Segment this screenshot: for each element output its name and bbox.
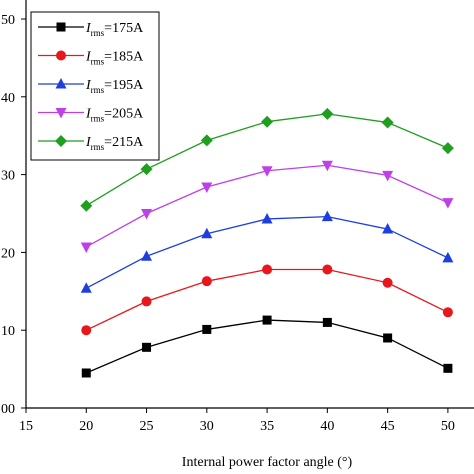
data-point-series-2 <box>141 296 152 307</box>
legend-entry: Irms=205A <box>85 107 144 124</box>
data-point-series-3 <box>201 227 213 239</box>
legend-entry: Irms=175A <box>85 21 144 38</box>
data-point-series-2 <box>322 264 333 275</box>
data-point-series-5 <box>80 199 93 212</box>
legend-marker <box>55 78 67 89</box>
data-point-series-5 <box>321 107 334 120</box>
data-point-series-4 <box>201 182 213 194</box>
data-point-series-4 <box>382 170 394 182</box>
data-point-series-2 <box>81 325 92 336</box>
data-point-series-2 <box>442 307 453 318</box>
data-point-series-3 <box>261 212 273 224</box>
x-tick-label: 45 <box>381 419 395 434</box>
legend-marker <box>55 135 67 147</box>
legend-marker <box>56 50 66 61</box>
data-point-series-5 <box>261 115 274 128</box>
legend-box <box>30 11 160 161</box>
x-tick-label: 25 <box>140 419 154 434</box>
data-point-series-1 <box>262 315 272 325</box>
data-point-series-5 <box>381 116 394 129</box>
data-point-series-4 <box>442 198 454 209</box>
data-point-series-1 <box>322 317 332 327</box>
data-point-series-3 <box>442 251 454 263</box>
x-tick-label: 30 <box>200 419 214 434</box>
x-tick-label: 40 <box>320 419 334 434</box>
x-ticks: 15 20 25 30 35 40 45 50 <box>19 408 455 434</box>
data-point-series-1 <box>202 324 212 334</box>
y-tick-label: 20 <box>1 246 15 261</box>
data-point-series-1 <box>142 342 152 352</box>
data-point-series-4 <box>80 242 92 253</box>
data-point-series-2 <box>382 277 393 288</box>
data-point-series-1 <box>383 333 393 343</box>
legend-marker <box>55 108 67 119</box>
legend-marker <box>56 22 66 32</box>
y-tick-label: 50 <box>1 13 15 28</box>
series-line-3 <box>85 215 449 289</box>
data-point-series-5 <box>140 163 153 176</box>
y-tick-label: 30 <box>1 169 15 184</box>
legend: Irms=175A Irms=185A Irms=195A Irms=205A Irms… <box>30 11 160 161</box>
data-point-series-1 <box>443 363 453 373</box>
series-line-1 <box>86 319 449 374</box>
x-tick-label: 20 <box>79 419 93 434</box>
data-point-series-4 <box>141 209 153 220</box>
data-point-series-4 <box>261 166 273 177</box>
plot-markers <box>80 107 454 378</box>
data-point-series-2 <box>201 276 212 287</box>
data-point-series-5 <box>441 142 454 155</box>
data-point-series-2 <box>262 264 273 275</box>
y-tick-label: 40 <box>1 91 15 106</box>
y-tick-label: 00 <box>1 402 15 417</box>
x-axis-title: Internal power factor angle (°) <box>182 455 353 470</box>
data-point-series-1 <box>81 368 91 378</box>
data-point-series-3 <box>80 282 92 293</box>
data-point-series-4 <box>321 160 333 172</box>
series-line-4 <box>85 164 449 248</box>
legend-entry: Irms=195A <box>85 78 144 95</box>
data-point-series-5 <box>200 134 213 147</box>
x-tick-label: 50 <box>441 419 455 434</box>
axes <box>25 0 474 409</box>
x-tick-label: 15 <box>19 419 33 434</box>
data-point-series-3 <box>321 210 333 222</box>
legend-entry: Irms=185A <box>85 50 144 67</box>
x-tick-label: 35 <box>260 419 274 434</box>
y-tick-label: 10 <box>1 324 15 339</box>
data-point-series-3 <box>382 223 394 234</box>
data-point-series-3 <box>141 250 153 261</box>
legend-entry: Irms=215A <box>85 135 144 152</box>
y-ticks: 00 10 20 30 40 50 <box>1 13 26 417</box>
